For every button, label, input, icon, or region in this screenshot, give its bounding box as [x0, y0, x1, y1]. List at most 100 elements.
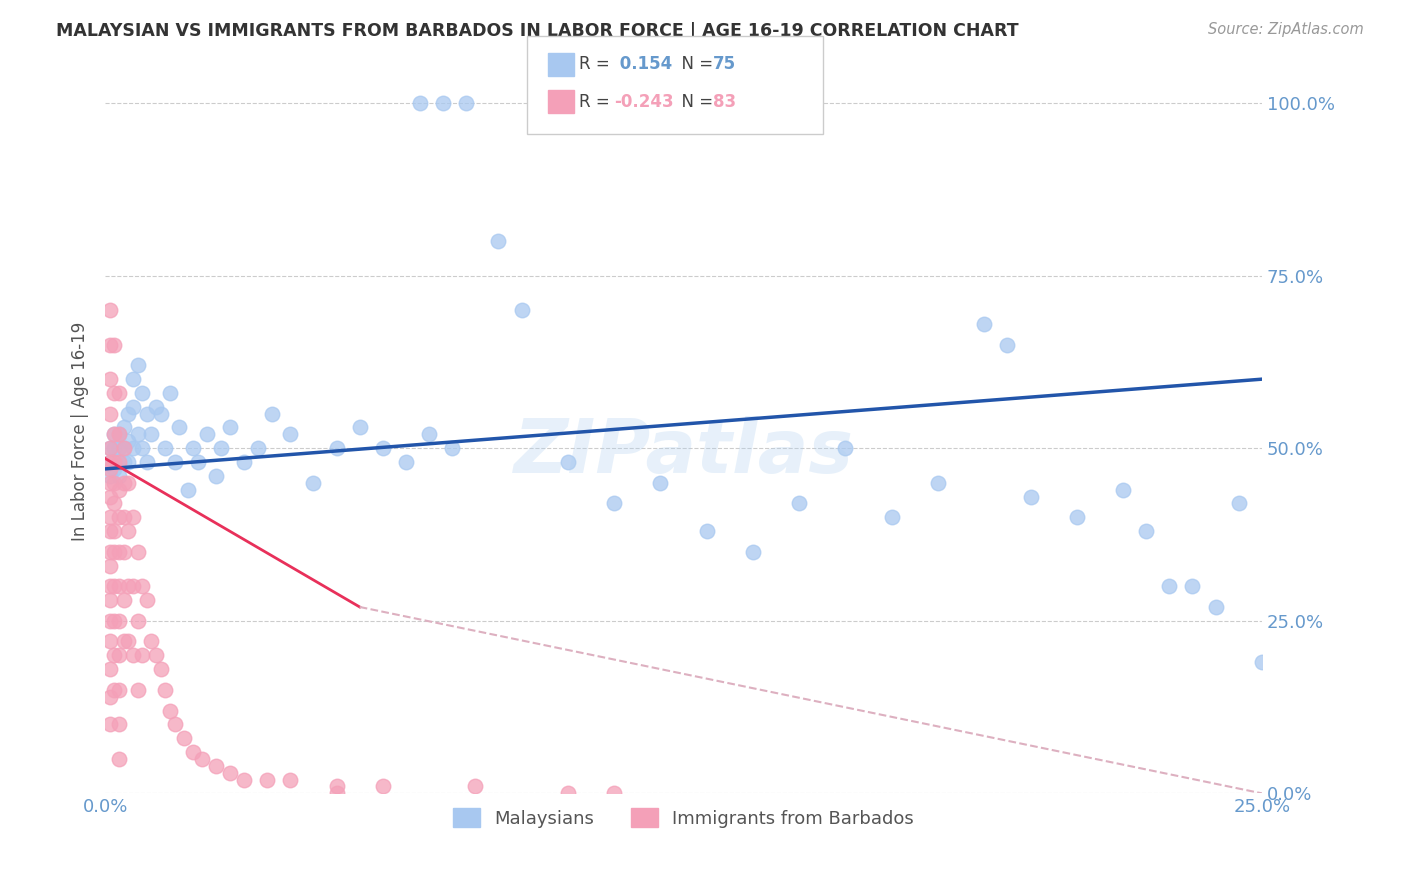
- Point: [233, 772, 256, 787]
- Point: [167, 420, 190, 434]
- Text: R =: R =: [579, 93, 616, 111]
- Point: [149, 407, 172, 421]
- Point: [108, 455, 131, 469]
- Point: [98, 475, 121, 490]
- Point: [98, 337, 121, 351]
- Point: [103, 496, 125, 510]
- Point: [112, 634, 135, 648]
- Point: [103, 545, 125, 559]
- Point: [181, 441, 204, 455]
- Point: [834, 441, 856, 455]
- Point: [108, 441, 131, 455]
- Point: [108, 545, 131, 559]
- Point: [98, 468, 121, 483]
- Point: [1066, 510, 1088, 524]
- Point: [98, 662, 121, 676]
- Y-axis label: In Labor Force | Age 16-19: In Labor Force | Age 16-19: [72, 321, 89, 541]
- Point: [557, 786, 579, 800]
- Point: [98, 717, 121, 731]
- Point: [1205, 599, 1227, 614]
- Point: [108, 427, 131, 442]
- Point: [103, 475, 125, 490]
- Point: [108, 510, 131, 524]
- Point: [108, 717, 131, 731]
- Point: [260, 407, 283, 421]
- Text: MALAYSIAN VS IMMIGRANTS FROM BARBADOS IN LABOR FORCE | AGE 16-19 CORRELATION CHA: MALAYSIAN VS IMMIGRANTS FROM BARBADOS IN…: [56, 22, 1019, 40]
- Point: [1019, 490, 1042, 504]
- Point: [325, 780, 347, 794]
- Point: [103, 462, 125, 476]
- Text: 0.154: 0.154: [614, 55, 672, 73]
- Point: [122, 441, 145, 455]
- Point: [98, 455, 121, 469]
- Point: [135, 593, 157, 607]
- Point: [209, 441, 232, 455]
- Point: [432, 96, 454, 111]
- Point: [155, 441, 177, 455]
- Point: [108, 579, 131, 593]
- Point: [1135, 524, 1157, 538]
- Point: [103, 648, 125, 663]
- Point: [256, 772, 278, 787]
- Point: [127, 682, 149, 697]
- Point: [108, 648, 131, 663]
- Point: [464, 780, 486, 794]
- Text: ZIPatlas: ZIPatlas: [513, 417, 853, 489]
- Point: [135, 455, 157, 469]
- Point: [108, 386, 131, 401]
- Point: [117, 407, 139, 421]
- Point: [98, 407, 121, 421]
- Point: [98, 545, 121, 559]
- Point: [880, 510, 903, 524]
- Point: [278, 427, 301, 442]
- Point: [98, 303, 121, 318]
- Point: [181, 745, 204, 759]
- Point: [98, 455, 121, 469]
- Point: [117, 579, 139, 593]
- Point: [233, 455, 256, 469]
- Point: [141, 634, 163, 648]
- Point: [205, 758, 228, 772]
- Point: [173, 731, 195, 745]
- Point: [112, 510, 135, 524]
- Point: [163, 717, 186, 731]
- Point: [98, 441, 121, 455]
- Point: [973, 317, 995, 331]
- Text: N =: N =: [671, 93, 718, 111]
- Point: [117, 475, 139, 490]
- Point: [135, 407, 157, 421]
- Point: [1159, 579, 1181, 593]
- Point: [603, 786, 626, 800]
- Point: [131, 441, 153, 455]
- Point: [98, 510, 121, 524]
- Point: [219, 765, 242, 780]
- Point: [927, 475, 949, 490]
- Point: [122, 510, 145, 524]
- Point: [371, 441, 394, 455]
- Point: [112, 455, 135, 469]
- Point: [112, 420, 135, 434]
- Point: [127, 359, 149, 373]
- Point: [177, 483, 200, 497]
- Point: [302, 475, 325, 490]
- Point: [98, 490, 121, 504]
- Point: [159, 386, 181, 401]
- Text: N =: N =: [671, 55, 718, 73]
- Point: [103, 441, 125, 455]
- Point: [456, 96, 478, 111]
- Point: [131, 648, 153, 663]
- Point: [163, 455, 186, 469]
- Point: [122, 579, 145, 593]
- Point: [141, 427, 163, 442]
- Point: [997, 337, 1019, 351]
- Point: [98, 634, 121, 648]
- Point: [395, 455, 418, 469]
- Point: [117, 455, 139, 469]
- Point: [127, 614, 149, 628]
- Point: [1112, 483, 1135, 497]
- Point: [149, 662, 172, 676]
- Point: [103, 455, 125, 469]
- Point: [98, 462, 121, 476]
- Point: [278, 772, 301, 787]
- Point: [108, 614, 131, 628]
